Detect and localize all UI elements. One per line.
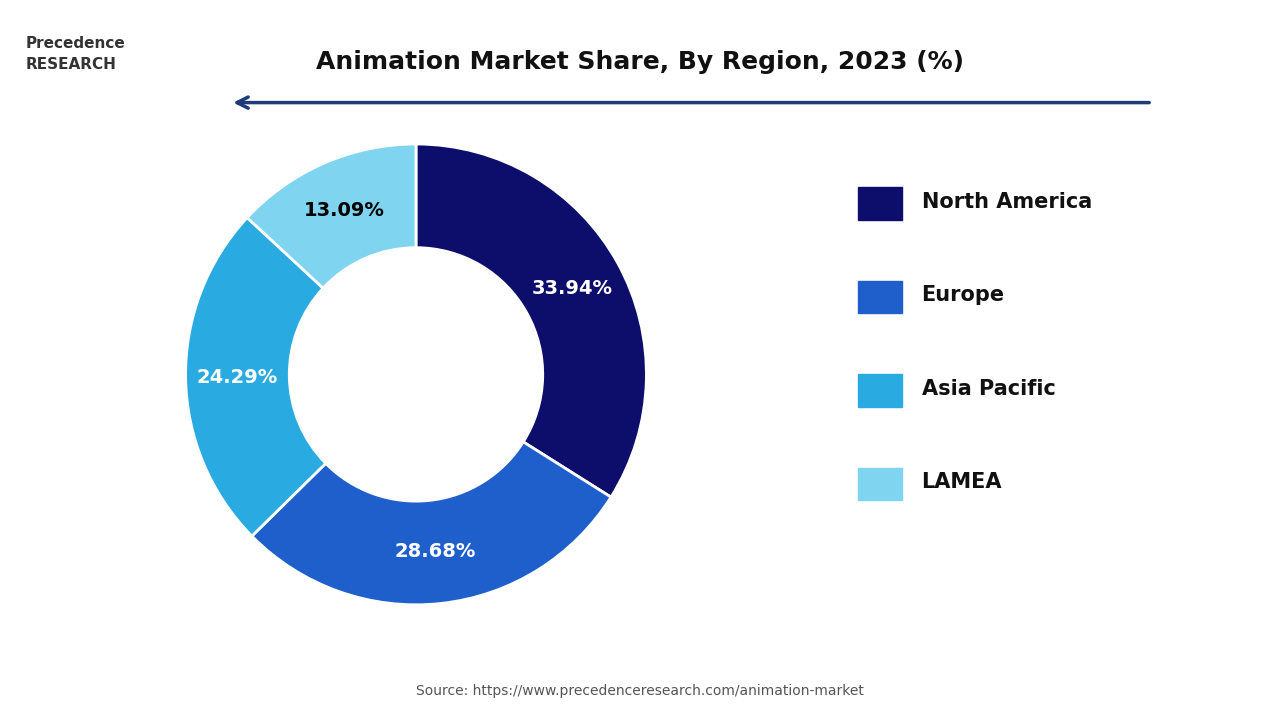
Wedge shape: [186, 217, 325, 536]
Text: 33.94%: 33.94%: [531, 279, 613, 297]
Wedge shape: [247, 144, 416, 288]
Text: LAMEA: LAMEA: [922, 472, 1002, 492]
Text: Asia Pacific: Asia Pacific: [922, 379, 1056, 399]
Text: 28.68%: 28.68%: [394, 542, 476, 562]
Wedge shape: [252, 442, 611, 605]
Text: Precedence
RESEARCH: Precedence RESEARCH: [26, 36, 125, 72]
Wedge shape: [416, 144, 646, 497]
Text: North America: North America: [922, 192, 1092, 212]
Text: Europe: Europe: [922, 285, 1005, 305]
Text: Animation Market Share, By Region, 2023 (%): Animation Market Share, By Region, 2023 …: [316, 50, 964, 74]
Text: Source: https://www.precedenceresearch.com/animation-market: Source: https://www.precedenceresearch.c…: [416, 685, 864, 698]
Text: 24.29%: 24.29%: [197, 367, 278, 387]
Text: 13.09%: 13.09%: [305, 201, 385, 220]
